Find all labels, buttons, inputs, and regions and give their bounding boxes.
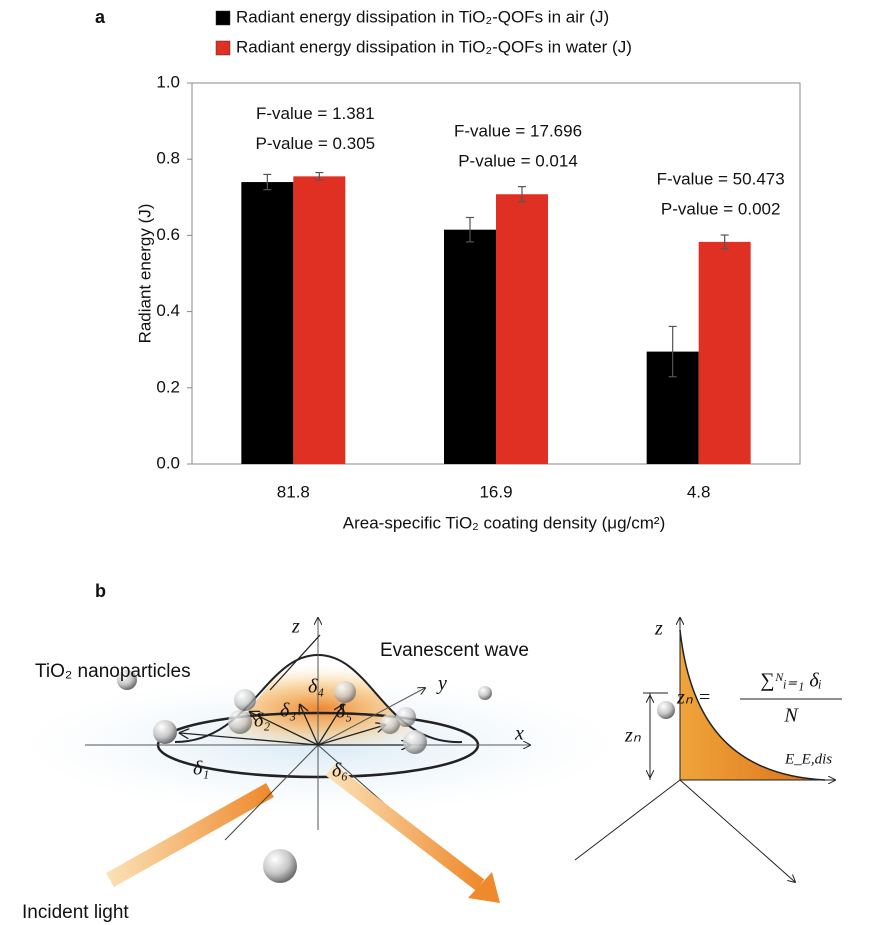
axis-label: E_E,dis — [784, 751, 832, 767]
y-tick-label: 0.6 — [156, 225, 180, 244]
axis-label: z — [654, 618, 663, 640]
y-tick-label: 0.2 — [156, 377, 180, 396]
x-tick-label: 81.8 — [277, 482, 310, 501]
label: TiO₂ nanoparticles — [35, 661, 191, 682]
figure: a b — [0, 0, 870, 925]
legend-swatch — [216, 41, 230, 55]
annotation: F-value = 50.473 — [657, 169, 785, 188]
delta: δ₅ — [336, 701, 352, 723]
y-axis-label: Radiant energy (J) — [135, 204, 154, 344]
delta: δ₁ — [193, 758, 209, 780]
nanoparticle — [657, 701, 675, 719]
formula-denominator: N — [783, 705, 799, 727]
axis-label: z — [291, 616, 300, 638]
delta: δ₆ — [332, 760, 348, 782]
axis-label: x — [514, 723, 524, 745]
axis-line — [575, 780, 680, 860]
y-tick-label: 0.4 — [156, 301, 180, 320]
delta: δ₂ — [254, 710, 270, 732]
y-tick-label: 1.0 — [156, 72, 180, 91]
axis-line — [680, 780, 795, 882]
callout-label: Evanescent wave — [380, 640, 529, 661]
delta: δ₄ — [308, 676, 324, 698]
delta: δ₃ — [280, 700, 296, 722]
y-tick-label: 0.0 — [156, 453, 180, 472]
x-tick-label: 16.9 — [479, 482, 512, 501]
annotation: P-value = 0.305 — [256, 134, 376, 153]
x-tick-label: 4.8 — [687, 482, 711, 501]
formula-numerator: ∑ᴺᵢ₌₁ δᵢ — [760, 670, 822, 692]
annotation: F-value = 1.381 — [256, 104, 375, 123]
panel-label: b — [95, 581, 106, 601]
bar — [241, 182, 293, 464]
annotation: P-value = 0.014 — [458, 152, 578, 171]
legend-label: Radiant energy dissipation in TiO₂-QOFs … — [236, 7, 609, 26]
legend-label: Radiant energy dissipation in TiO₂-QOFs … — [236, 37, 632, 56]
bar — [444, 230, 496, 464]
bar — [293, 176, 345, 464]
x-axis-label: Area-specific TiO₂ coating density (μg/c… — [343, 513, 666, 532]
label: zₙ — [624, 725, 642, 747]
formula-lhs: zₙ = — [676, 687, 711, 709]
bar — [496, 194, 548, 464]
legend-swatch — [216, 11, 230, 25]
bar — [699, 242, 751, 464]
annotation: F-value = 17.696 — [454, 122, 582, 141]
y-tick-label: 0.8 — [156, 149, 180, 168]
annotation: P-value = 0.002 — [661, 199, 781, 218]
axis-label: y — [436, 673, 447, 695]
label: Incident light — [22, 902, 129, 923]
panel-label: a — [95, 7, 106, 27]
